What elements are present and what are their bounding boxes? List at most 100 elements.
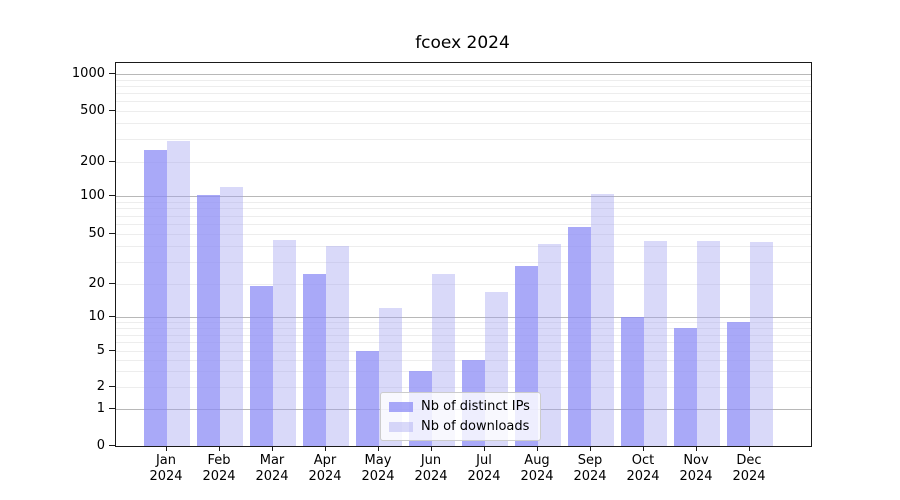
x-tick-label: Jan 2024 — [136, 453, 196, 485]
x-tick-mark — [537, 446, 538, 451]
x-tick-month: Nov — [683, 453, 709, 468]
y-tick-label: 1000 — [71, 65, 105, 81]
y-tick-mark — [109, 195, 115, 196]
y-tick-mark — [109, 316, 115, 317]
bar-distinct-ips-feb — [197, 194, 220, 446]
x-tick-mark — [484, 446, 485, 451]
legend: Nb of distinct IPs Nb of downloads — [380, 392, 541, 441]
minor-gridline — [116, 101, 811, 103]
legend-label-downloads: Nb of downloads — [421, 419, 530, 434]
minor-gridline — [116, 284, 811, 285]
x-tick-month: Aug — [524, 453, 550, 468]
y-tick-label: 1 — [96, 400, 105, 416]
x-tick-year: 2024 — [308, 469, 342, 484]
y-tick-label: 50 — [88, 225, 105, 241]
minor-gridline — [116, 351, 811, 352]
plot-area: Nb of distinct IPs Nb of downloads — [115, 62, 812, 447]
chart-title: fcoex 2024 — [415, 33, 510, 53]
y-tick-label: 2 — [96, 378, 105, 394]
bar-downloads-sep — [591, 193, 614, 446]
x-tick-year: 2024 — [626, 469, 660, 484]
minor-gridline — [116, 342, 811, 344]
bar-distinct-ips-jan — [144, 149, 167, 446]
x-tick-mark — [696, 446, 697, 451]
x-tick-year: 2024 — [573, 469, 607, 484]
bar-downloads-apr — [326, 246, 349, 446]
x-tick-label: Oct 2024 — [613, 453, 673, 485]
x-tick-year: 2024 — [202, 469, 236, 484]
minor-gridline — [116, 201, 811, 203]
x-tick-year: 2024 — [732, 469, 766, 484]
minor-gridline — [116, 162, 811, 163]
bar-downloads-jan — [167, 141, 190, 446]
x-tick-mark — [325, 446, 326, 451]
bar-downloads-aug — [538, 243, 561, 446]
legend-row-distinct-ips: Nb of distinct IPs — [389, 399, 530, 414]
x-tick-month: Dec — [736, 453, 762, 468]
x-tick-label: Aug 2024 — [507, 453, 567, 485]
x-tick-mark — [378, 446, 379, 451]
x-tick-label: Jul 2024 — [454, 453, 514, 485]
y-tick-label: 500 — [80, 102, 105, 118]
minor-gridline — [116, 139, 811, 141]
minor-gridline — [116, 208, 811, 210]
minor-gridline — [116, 93, 811, 94]
bar-distinct-ips-apr — [303, 274, 326, 446]
x-tick-label: Sep 2024 — [560, 453, 620, 485]
minor-gridline — [116, 261, 811, 263]
minor-gridline — [116, 224, 811, 225]
x-tick-year: 2024 — [414, 469, 448, 484]
x-tick-month: Mar — [259, 453, 285, 468]
legend-swatch-downloads — [389, 421, 413, 432]
minor-gridline — [116, 322, 811, 324]
x-tick-label: May 2024 — [348, 453, 408, 485]
y-tick-mark — [109, 161, 115, 162]
bar-distinct-ips-mar — [250, 286, 273, 446]
legend-label-distinct-ips: Nb of distinct IPs — [421, 399, 530, 414]
x-tick-mark — [431, 446, 432, 451]
minor-gridline — [116, 123, 811, 125]
y-tick-label: 5 — [96, 342, 105, 358]
y-tick-mark — [109, 445, 115, 446]
x-tick-year: 2024 — [255, 469, 289, 484]
x-tick-month: Sep — [577, 453, 603, 468]
x-tick-month: Apr — [313, 453, 337, 468]
x-tick-label: Dec 2024 — [719, 453, 779, 485]
minor-gridline — [116, 79, 811, 81]
x-tick-label: Jun 2024 — [401, 453, 461, 485]
x-tick-label: Nov 2024 — [666, 453, 726, 485]
y-tick-mark — [109, 350, 115, 351]
x-tick-year: 2024 — [361, 469, 395, 484]
minor-gridline — [116, 85, 811, 87]
y-tick-label: 200 — [80, 153, 105, 169]
x-tick-month: Feb — [207, 453, 231, 468]
major-gridline — [116, 196, 811, 197]
x-tick-year: 2024 — [149, 469, 183, 484]
minor-gridline — [116, 334, 811, 336]
legend-swatch-distinct-ips — [389, 401, 413, 412]
x-tick-year: 2024 — [520, 469, 554, 484]
bar-downloads-oct — [644, 241, 667, 446]
y-tick-mark — [109, 408, 115, 409]
x-tick-label: Mar 2024 — [242, 453, 302, 485]
y-tick-label: 100 — [80, 187, 105, 203]
x-tick-month: Jan — [155, 453, 177, 468]
bar-distinct-ips-sep — [568, 226, 591, 446]
x-tick-month: Oct — [631, 453, 655, 468]
y-tick-mark — [109, 233, 115, 234]
x-tick-mark — [643, 446, 644, 451]
minor-gridline — [116, 327, 811, 329]
x-tick-year: 2024 — [679, 469, 713, 484]
major-gridline — [116, 317, 811, 318]
minor-gridline — [116, 234, 811, 235]
bar-distinct-ips-oct — [621, 317, 644, 446]
x-tick-month: Jul — [476, 453, 492, 468]
x-tick-month: May — [364, 453, 392, 468]
bar-downloads-feb — [220, 187, 243, 446]
minor-gridline — [116, 111, 811, 112]
minor-gridline — [116, 215, 811, 217]
x-tick-mark — [219, 446, 220, 451]
y-tick-mark — [109, 386, 115, 387]
x-tick-mark — [166, 446, 167, 451]
